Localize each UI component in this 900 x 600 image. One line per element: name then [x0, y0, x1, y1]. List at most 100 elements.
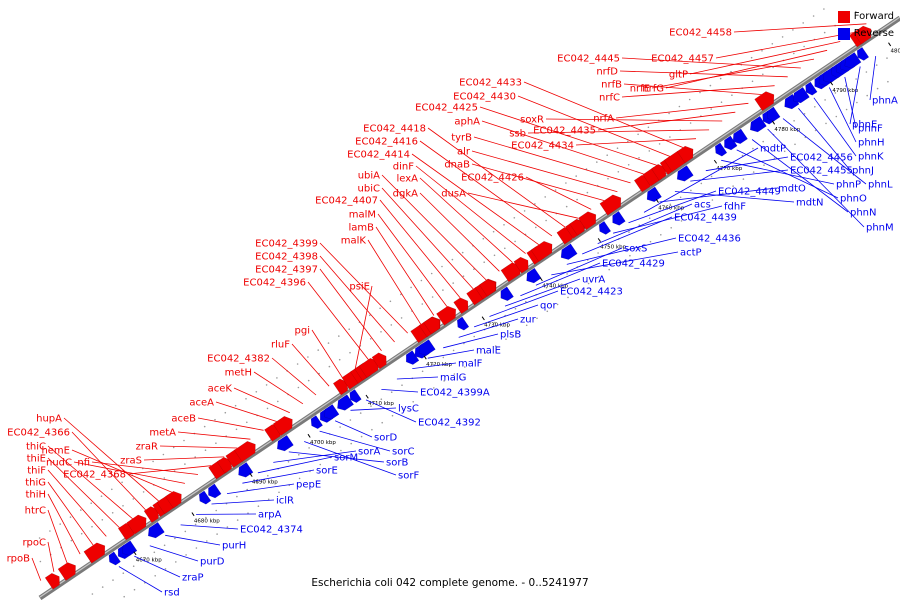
- genome-title: Escherichia coli 042 complete genome. - …: [311, 577, 589, 589]
- reverse-label-leader: [705, 156, 789, 172]
- forward-label-leader: [63, 417, 159, 502]
- guide-dot: [175, 561, 177, 563]
- legend-forward-label: Forward: [853, 11, 894, 22]
- reverse-label-leader: [211, 499, 275, 505]
- forward-gene-label: dnaB: [444, 160, 470, 171]
- guide-dot: [350, 442, 353, 445]
- legend: Forward Reverse: [837, 8, 894, 42]
- guide-dot: [794, 143, 796, 146]
- forward-gene-label: EC042_4445: [557, 54, 620, 65]
- kbp-tick-label: 4670 kbp: [136, 558, 162, 564]
- forward-gene-label: metA: [149, 428, 176, 439]
- reverse-gene: [767, 106, 781, 122]
- guide-dot: [660, 234, 662, 236]
- forward-label-leader: [197, 417, 264, 431]
- forward-label-leader: [733, 23, 867, 33]
- guide-dot: [494, 321, 496, 324]
- guide-dot: [709, 84, 712, 87]
- guide-dot: [515, 331, 518, 334]
- kbp-tick: [423, 355, 427, 360]
- forward-gene-label: EC042_4458: [669, 28, 732, 39]
- guide-dot: [234, 404, 237, 407]
- forward-gene: [371, 352, 387, 370]
- guide-dot: [514, 240, 516, 243]
- guide-dot: [616, 147, 619, 149]
- guide-dot: [400, 293, 402, 296]
- kbp-tick-label: 4760 kbp: [658, 205, 684, 211]
- guide-dot: [464, 366, 466, 368]
- forward-gene-label: aceA: [189, 398, 214, 409]
- guide-dot: [823, 8, 825, 10]
- guide-dot: [824, 99, 826, 101]
- reverse-gene: [500, 286, 514, 302]
- guide-dot: [122, 572, 125, 574]
- forward-gene: [676, 145, 694, 164]
- reverse-label-leader: [334, 420, 373, 438]
- guide-dot: [865, 71, 868, 73]
- reverse-gene-label: mdtN: [796, 198, 824, 209]
- guide-dot: [875, 64, 878, 66]
- forward-label-leader: [215, 401, 277, 422]
- reverse-gene-label: sorC: [392, 447, 414, 458]
- kbp-tick: [365, 394, 369, 399]
- guide-dot: [111, 512, 114, 514]
- reverse-gene-label: sorD: [374, 433, 397, 444]
- guide-dot: [206, 540, 208, 542]
- guide-dot: [338, 358, 341, 361]
- guide-dot: [783, 150, 786, 153]
- reverse-gene-label: acs: [694, 200, 711, 211]
- guide-dot: [38, 537, 41, 539]
- forward-label-leader: [473, 136, 631, 184]
- kbp-tick: [771, 120, 776, 125]
- legend-forward: Forward: [837, 8, 894, 25]
- guide-dot: [70, 539, 73, 542]
- guide-dot: [628, 231, 630, 233]
- guide-dot: [318, 440, 321, 442]
- guide-dot: [513, 217, 516, 219]
- guide-dot: [577, 289, 580, 292]
- forward-label-leader: [623, 83, 762, 95]
- guide-dot: [639, 247, 641, 250]
- guide-dot: [247, 512, 249, 514]
- guide-dot: [596, 161, 598, 163]
- guide-dot: [781, 36, 784, 38]
- guide-dot: [720, 101, 723, 103]
- kbp-tick-label: 4680 kbp: [194, 519, 220, 525]
- guide-dot: [410, 286, 412, 289]
- legend-reverse-label: Reverse: [853, 28, 894, 39]
- reverse-label-leader: [782, 118, 867, 185]
- guide-dot: [327, 342, 330, 344]
- guide-dot: [690, 189, 692, 192]
- guide-dot: [752, 147, 754, 150]
- guide-dot: [287, 461, 290, 463]
- forward-gene: [651, 164, 667, 181]
- forward-label-leader: [271, 357, 317, 396]
- guide-dot: [710, 175, 713, 178]
- forward-label-leader: [597, 111, 736, 131]
- forward-label-leader: [177, 431, 251, 440]
- guide-dot: [731, 94, 733, 96]
- reverse-gene-label: rsd: [164, 588, 180, 599]
- guide-dot: [184, 530, 187, 533]
- forward-gene-label: thiG: [25, 478, 46, 489]
- forward-gene-label: aceB: [171, 414, 196, 425]
- guide-dot: [133, 588, 136, 591]
- guide-dot: [483, 261, 486, 264]
- reverse-strand-features: [108, 46, 870, 566]
- forward-gene: [599, 194, 622, 216]
- guide-dot: [699, 91, 701, 94]
- forward-gene-label: nrfC: [599, 93, 620, 104]
- reverse-gene: [147, 521, 165, 539]
- reverse-gene: [598, 220, 612, 235]
- guide-dot: [152, 460, 154, 463]
- forward-label-leader: [47, 445, 133, 520]
- forward-gene-label: dgkA: [393, 189, 418, 200]
- guide-dot: [380, 398, 383, 401]
- forward-label-leader: [379, 199, 461, 299]
- guide-dot: [493, 254, 496, 257]
- reverse-gene: [108, 551, 121, 566]
- reverse-gene-label: lysC: [398, 404, 419, 415]
- forward-label-leader: [319, 268, 382, 352]
- forward-gene-label: malM: [349, 210, 376, 221]
- reverse-gene-label: uvrA: [582, 275, 605, 286]
